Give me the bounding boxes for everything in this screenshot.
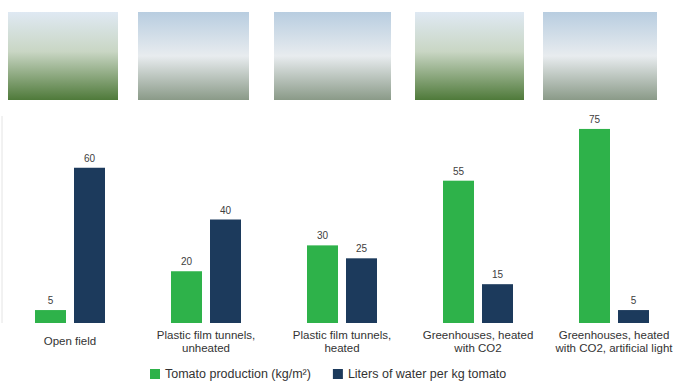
data-label: 25 <box>356 243 368 254</box>
data-label: 60 <box>84 153 96 164</box>
legend-label: Liters of water per kg tomato <box>348 367 506 381</box>
category-label-line: Open field <box>44 335 96 347</box>
category-label: Greenhouses, heatedwith CO2 <box>423 329 534 354</box>
bar <box>171 271 202 323</box>
data-label: 5 <box>48 295 54 306</box>
data-label: 75 <box>589 114 601 125</box>
category-label-line: unheated <box>182 342 230 354</box>
category-label-line: Plastic film tunnels, <box>293 329 391 341</box>
data-label: 55 <box>453 166 465 177</box>
category-label: Greenhouses, heatedwith CO2, artificial … <box>555 329 674 354</box>
category-label-line: Greenhouses, heated <box>423 329 534 341</box>
category-label-line: with CO2 <box>453 342 501 354</box>
bar <box>346 258 377 323</box>
data-labels: 5 20 30 55 75 60 40 25 15 5 <box>48 114 637 306</box>
bar <box>35 310 66 323</box>
x-tick-labels: Open fieldPlastic film tunnels,unheatedP… <box>44 329 673 354</box>
legend-swatch <box>150 369 160 379</box>
data-label: 30 <box>317 230 329 241</box>
photo <box>415 12 524 100</box>
photo <box>274 12 391 100</box>
bar <box>618 310 649 323</box>
category-label: Plastic film tunnels,heated <box>293 329 391 354</box>
category-label-line: Plastic film tunnels, <box>157 329 255 341</box>
bar <box>307 245 338 323</box>
data-label: 20 <box>181 256 193 267</box>
bar <box>482 284 513 323</box>
data-label: 15 <box>492 269 504 280</box>
legend: Tomato production (kg/m²) Liters of water… <box>150 367 506 381</box>
chart: 5 20 30 55 75 60 40 25 15 5 Open field Plastic film… <box>0 0 693 391</box>
category-label: Open field <box>44 335 96 347</box>
bar <box>74 168 105 323</box>
data-label: 40 <box>220 205 232 216</box>
photo <box>543 12 657 100</box>
y-axis-line <box>2 116 3 323</box>
legend-swatch <box>333 369 343 379</box>
photo <box>8 12 118 100</box>
photos <box>8 12 657 100</box>
bar <box>579 129 610 323</box>
category-label-line: with CO2, artificial light <box>555 342 674 354</box>
category-label: Plastic film tunnels,unheated <box>157 329 255 354</box>
data-label: 5 <box>631 295 637 306</box>
photo <box>138 12 249 100</box>
bar <box>443 181 474 323</box>
category-label-line: heated <box>324 342 359 354</box>
legend-label: Tomato production (kg/m²) <box>165 367 311 381</box>
category-label-line: Greenhouses, heated <box>559 329 670 341</box>
bar <box>210 220 241 324</box>
bars <box>35 129 649 323</box>
